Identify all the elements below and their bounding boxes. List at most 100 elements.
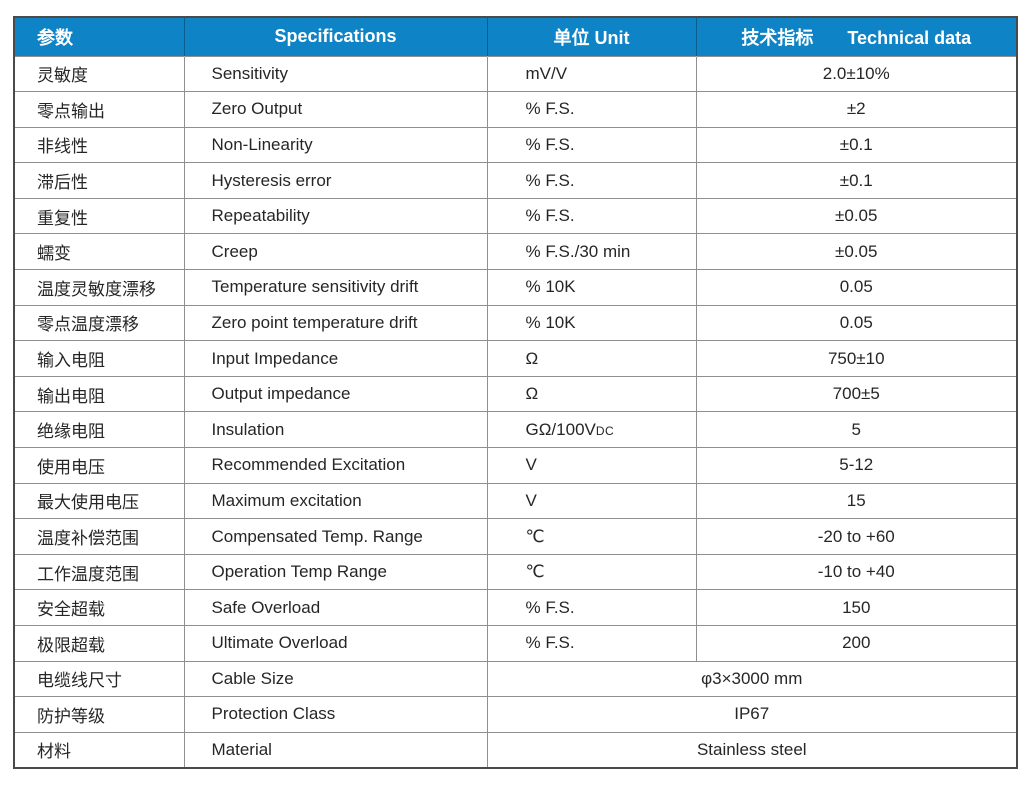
spec-cell: Temperature sensitivity drift bbox=[183, 269, 488, 306]
table-row: 工作温度范围 Operation Temp Range ℃ -10 to +40 bbox=[14, 553, 1017, 591]
table-row: 非线性 Non-Linearity% F.S. ±0.1 bbox=[14, 126, 1017, 164]
header-unit: 单位 Unit bbox=[486, 17, 696, 56]
param-cell: 绝缘电阻 bbox=[14, 411, 185, 449]
unit-cell: mV/V bbox=[486, 55, 697, 93]
param-cell: 输入电阻 bbox=[14, 340, 185, 377]
table-row: 绝缘电阻 Insulation GΩ/100VDC 5 bbox=[14, 411, 1017, 449]
unit-cell: % F.S. bbox=[486, 197, 697, 235]
unit-subscript: DC bbox=[595, 423, 615, 438]
unit-cell: % F.S. bbox=[486, 162, 697, 199]
table-row: 滞后性 Hysteresis error% F.S. ±0.1 bbox=[14, 162, 1017, 199]
param-cell: 材料 bbox=[14, 731, 185, 768]
value-cell: 0.05 bbox=[695, 304, 1017, 342]
param-cell: 零点温度漂移 bbox=[14, 304, 185, 342]
header-specifications: Specifications bbox=[183, 17, 487, 56]
spec-cell: Ultimate Overload bbox=[183, 625, 488, 662]
spec-cell: Creep bbox=[183, 233, 488, 271]
table-row: 防护等级 Protection Class IP67 bbox=[14, 696, 1017, 733]
spec-cell: Material bbox=[183, 731, 488, 768]
unit-cell: V bbox=[486, 482, 697, 520]
spec-cell: Safe Overload bbox=[183, 589, 488, 626]
unit-cell: % 10K bbox=[486, 269, 697, 306]
unit-cell: % F.S. bbox=[486, 126, 697, 164]
spec-cell: Sensitivity bbox=[183, 55, 488, 93]
unit-cell: % 10K bbox=[486, 304, 697, 342]
param-cell: 蠕变 bbox=[14, 233, 185, 271]
param-cell: 灵敏度 bbox=[14, 55, 185, 93]
unit-cell: Ω bbox=[486, 340, 697, 377]
spec-cell: Non-Linearity bbox=[183, 126, 488, 164]
table-row: 温度补偿范围 Compensated Temp. Range ℃ -20 to +60 bbox=[14, 518, 1017, 555]
param-cell: 安全超载 bbox=[14, 589, 185, 626]
spec-cell: Compensated Temp. Range bbox=[183, 518, 488, 555]
table-row: 重复性 Repeatability% F.S. ±0.05 bbox=[14, 197, 1017, 235]
table-row: 输出电阻 Output impedance Ω 700±5 bbox=[14, 375, 1017, 413]
param-cell: 零点输出 bbox=[14, 91, 185, 128]
value-cell: ±0.1 bbox=[695, 162, 1017, 199]
value-cell: -10 to +40 bbox=[695, 553, 1017, 591]
unit-cell: ℃ bbox=[486, 553, 697, 591]
value-cell: 15 bbox=[695, 482, 1017, 520]
table-row: 材料 Material Stainless steel bbox=[14, 731, 1017, 768]
value-cell: 750±10 bbox=[695, 340, 1017, 377]
param-cell: 温度补偿范围 bbox=[14, 518, 185, 555]
spec-cell: Maximum excitation bbox=[183, 482, 488, 520]
param-cell: 防护等级 bbox=[14, 696, 185, 733]
table-row: 安全超载 Safe Overload% F.S. 150 bbox=[14, 589, 1017, 626]
param-cell: 使用电压 bbox=[14, 447, 185, 484]
value-cell: 5-12 bbox=[695, 447, 1017, 484]
spec-cell: Output impedance bbox=[183, 375, 488, 413]
value-cell: 0.05 bbox=[695, 269, 1017, 306]
table-row: 输入电阻 Input Impedance Ω 750±10 bbox=[14, 340, 1017, 377]
spec-cell: Zero Output bbox=[183, 91, 488, 128]
param-cell: 温度灵敏度漂移 bbox=[14, 269, 185, 306]
header-parameter: 参数 bbox=[14, 17, 184, 56]
param-cell: 非线性 bbox=[14, 126, 185, 164]
param-cell: 滞后性 bbox=[14, 162, 185, 199]
spec-cell: Repeatability bbox=[183, 197, 488, 235]
table-row: 灵敏度 Sensitivity mV/V 2.0±10% bbox=[14, 55, 1017, 93]
spec-cell: Hysteresis error bbox=[183, 162, 488, 199]
value-cell: 5 bbox=[695, 411, 1017, 449]
value-cell: ±0.05 bbox=[695, 197, 1017, 235]
table-row: 电缆线尺寸 Cable Size φ3×3000 mm bbox=[14, 660, 1017, 698]
value-cell: ±0.1 bbox=[695, 126, 1017, 164]
unit-cell: ℃ bbox=[486, 518, 697, 555]
spec-cell: Zero point temperature drift bbox=[183, 304, 488, 342]
header-technical-data-zh: 技术指标 bbox=[741, 27, 814, 48]
spec-table-body: 灵敏度 Sensitivity mV/V 2.0±10% 零点输出 Zero Output… bbox=[14, 55, 1017, 768]
merged-value-cell: Stainless steel bbox=[486, 731, 1017, 768]
spec-cell: Protection Class bbox=[183, 696, 488, 733]
param-cell: 重复性 bbox=[14, 197, 185, 235]
param-cell: 工作温度范围 bbox=[14, 553, 185, 591]
table-row: 蠕变 Creep% F.S./30 min ±0.05 bbox=[14, 233, 1017, 271]
param-cell: 最大使用电压 bbox=[14, 482, 185, 520]
value-cell: 200 bbox=[695, 625, 1017, 662]
spec-cell: Cable Size bbox=[183, 660, 488, 698]
value-cell: ±2 bbox=[695, 91, 1017, 128]
header-technical-data: 技术指标 Technical data bbox=[695, 17, 1017, 56]
value-cell: 2.0±10% bbox=[695, 55, 1017, 93]
table-row: 零点温度漂移 Zero point temperature drift% 10K 0… bbox=[14, 304, 1017, 342]
unit-cell: % F.S./30 min bbox=[486, 233, 697, 271]
param-cell: 电缆线尺寸 bbox=[14, 660, 185, 698]
unit-cell: % F.S. bbox=[486, 589, 697, 626]
table-row: 最大使用电压 Maximum excitation V 15 bbox=[14, 482, 1017, 520]
table-row: 使用电压 Recommended Excitation V 5-12 bbox=[14, 447, 1017, 484]
spec-cell: Insulation bbox=[183, 411, 488, 449]
spec-cell: Recommended Excitation bbox=[183, 447, 488, 484]
param-cell: 极限超载 bbox=[14, 625, 185, 662]
spec-cell: Operation Temp Range bbox=[183, 553, 488, 591]
merged-value-cell: φ3×3000 mm bbox=[486, 660, 1017, 698]
table-row: 温度灵敏度漂移 Temperature sensitivity drift% 10… bbox=[14, 269, 1017, 306]
table-row: 极限超载 Ultimate Overload% F.S. 200 bbox=[14, 625, 1017, 662]
merged-value-cell: IP67 bbox=[486, 696, 1017, 733]
header-technical-data-en: Technical data bbox=[847, 27, 972, 48]
table-row: 零点输出 Zero Output% F.S. ±2 bbox=[14, 91, 1017, 128]
param-cell: 输出电阻 bbox=[14, 375, 185, 413]
unit-cell: GΩ/100VDC bbox=[486, 411, 697, 449]
value-cell: 150 bbox=[695, 589, 1017, 626]
spec-cell: Input Impedance bbox=[183, 340, 488, 377]
unit-cell: V bbox=[486, 447, 697, 484]
unit-cell: % F.S. bbox=[486, 625, 697, 662]
